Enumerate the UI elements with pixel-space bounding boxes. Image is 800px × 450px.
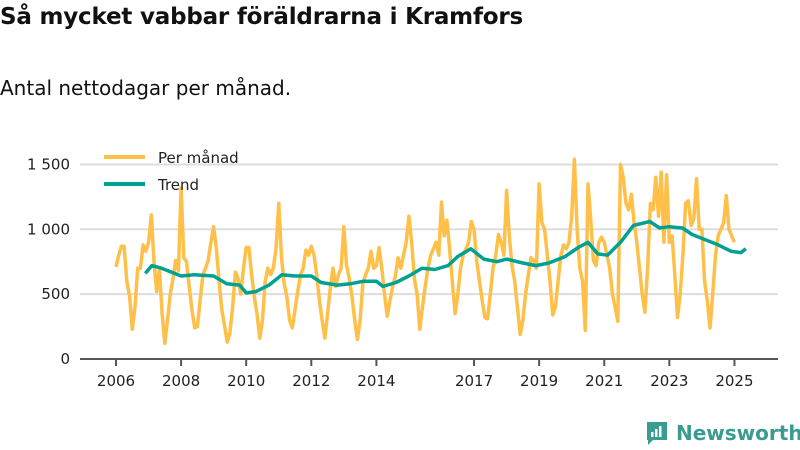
newsworthy-logo-icon bbox=[647, 422, 667, 445]
x-tick-label: 2023 bbox=[650, 372, 688, 390]
legend-label-trend: Trend bbox=[157, 176, 199, 194]
series-line-trend bbox=[143, 219, 747, 295]
y-tick-label: 0 bbox=[60, 350, 70, 368]
x-tick-label: 2012 bbox=[292, 372, 330, 390]
x-tick-label: 2019 bbox=[520, 372, 558, 390]
y-tick-label: 1 000 bbox=[27, 220, 70, 238]
x-tick-label: 2021 bbox=[585, 372, 623, 390]
series-line-per-manad bbox=[114, 157, 737, 346]
chart-title: Så mycket vabbar föräldrarna i Kramfors bbox=[0, 4, 523, 30]
chart-subtitle: Antal nettodagar per månad. bbox=[0, 76, 292, 100]
y-tick-label: 1 500 bbox=[27, 155, 70, 173]
x-tick-label: 2025 bbox=[715, 372, 753, 390]
x-tick-label: 2014 bbox=[357, 372, 395, 390]
x-tick-label: 2006 bbox=[97, 372, 135, 390]
y-tick-label: 500 bbox=[41, 285, 70, 303]
x-tick-label: 2017 bbox=[455, 372, 493, 390]
legend: Per månad Trend bbox=[104, 149, 239, 194]
legend-label-monthly: Per månad bbox=[158, 149, 239, 167]
brand-name: Newsworthy bbox=[676, 421, 800, 445]
x-tick-label: 2010 bbox=[227, 372, 265, 390]
newsworthy-logo: Newsworthy bbox=[645, 420, 800, 446]
x-tick-label: 2008 bbox=[162, 372, 200, 390]
